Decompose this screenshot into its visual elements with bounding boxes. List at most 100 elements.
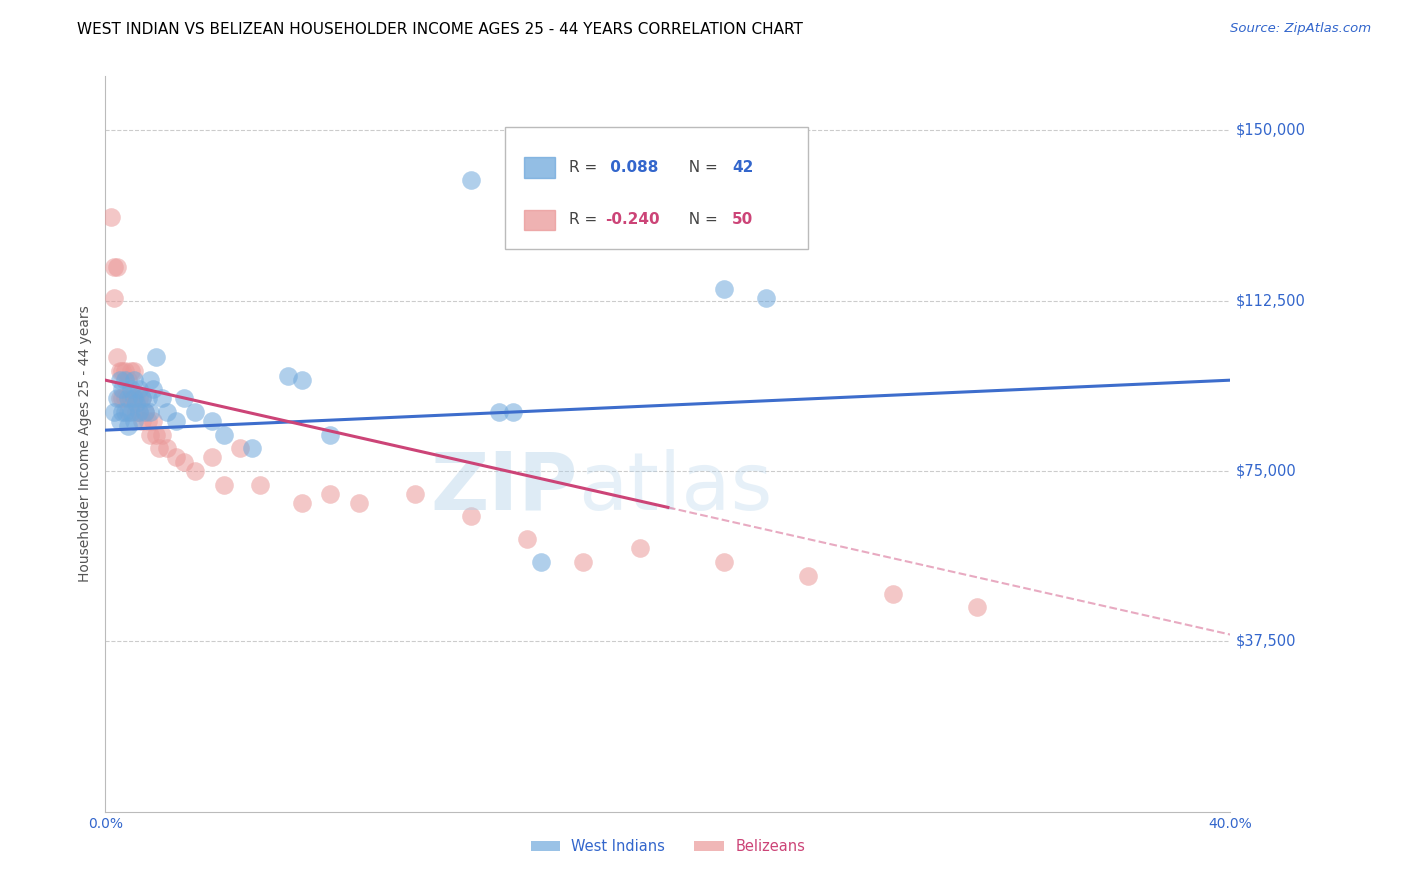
Point	[628, 541, 651, 556]
Point	[120, 364, 142, 378]
Text: WEST INDIAN VS BELIZEAN HOUSEHOLDER INCOME AGES 25 - 44 YEARS CORRELATION CHART: WEST INDIAN VS BELIZEAN HOUSEHOLDER INCO…	[77, 22, 803, 37]
Text: $150,000: $150,000	[1236, 123, 1306, 138]
Point	[125, 392, 148, 406]
Point	[111, 382, 134, 396]
Point	[136, 392, 159, 406]
Text: ZIP: ZIP	[430, 449, 578, 527]
Point	[117, 418, 139, 433]
Point	[114, 405, 136, 419]
Point	[145, 427, 167, 442]
Point	[156, 442, 179, 456]
Point	[117, 405, 139, 419]
Point	[128, 392, 150, 406]
Point	[111, 392, 134, 406]
Point	[882, 587, 904, 601]
Point	[142, 414, 165, 428]
Point	[713, 282, 735, 296]
Point	[139, 427, 162, 442]
Point	[122, 364, 145, 378]
Point	[108, 364, 131, 378]
Point	[103, 260, 125, 274]
Point	[530, 555, 553, 569]
Text: 50: 50	[733, 212, 754, 227]
Point	[291, 496, 314, 510]
Text: R =: R =	[569, 212, 602, 227]
Point	[139, 405, 162, 419]
Point	[122, 373, 145, 387]
Point	[134, 405, 156, 419]
Point	[516, 532, 538, 546]
Point	[134, 405, 156, 419]
Point	[156, 405, 179, 419]
Point	[120, 392, 142, 406]
Text: $75,000: $75,000	[1236, 464, 1296, 478]
Point	[120, 405, 142, 419]
Point	[108, 373, 131, 387]
Point	[117, 392, 139, 406]
Y-axis label: Householder Income Ages 25 - 44 years: Householder Income Ages 25 - 44 years	[79, 305, 93, 582]
Point	[105, 351, 128, 365]
Point	[201, 450, 224, 465]
Point	[125, 405, 148, 419]
Text: Source: ZipAtlas.com: Source: ZipAtlas.com	[1230, 22, 1371, 36]
Point	[797, 568, 820, 582]
Point	[319, 427, 342, 442]
Point	[291, 373, 314, 387]
Point	[148, 442, 170, 456]
Point	[122, 392, 145, 406]
Text: $112,500: $112,500	[1236, 293, 1306, 308]
Point	[249, 477, 271, 491]
Point	[105, 392, 128, 406]
Point	[319, 487, 342, 501]
Point	[125, 396, 148, 410]
Point	[111, 405, 134, 419]
Point	[173, 455, 195, 469]
Point	[713, 555, 735, 569]
Point	[150, 427, 173, 442]
Point	[572, 555, 595, 569]
Text: N =: N =	[679, 212, 723, 227]
Point	[184, 405, 207, 419]
Point	[277, 368, 299, 383]
Point	[108, 392, 131, 406]
Text: R =: R =	[569, 160, 602, 175]
Point	[240, 442, 263, 456]
Point	[139, 373, 162, 387]
Point	[105, 260, 128, 274]
Point	[103, 292, 125, 306]
Text: 42: 42	[733, 160, 754, 175]
Point	[128, 405, 150, 419]
Point	[136, 414, 159, 428]
Point	[212, 477, 235, 491]
Point	[114, 373, 136, 387]
Point	[103, 405, 125, 419]
Point	[120, 382, 142, 396]
Point	[165, 450, 187, 465]
Text: $37,500: $37,500	[1236, 634, 1296, 648]
Point	[966, 600, 988, 615]
Text: atlas: atlas	[578, 449, 772, 527]
Point	[131, 414, 153, 428]
Point	[145, 351, 167, 365]
FancyBboxPatch shape	[505, 128, 808, 249]
Point	[404, 487, 426, 501]
Point	[173, 392, 195, 406]
Point	[201, 414, 224, 428]
Point	[128, 382, 150, 396]
Point	[460, 173, 482, 187]
Point	[488, 405, 510, 419]
Point	[100, 210, 122, 224]
Point	[122, 392, 145, 406]
Point	[460, 509, 482, 524]
Text: N =: N =	[679, 160, 723, 175]
Point	[128, 405, 150, 419]
Bar	[524, 210, 555, 230]
Point	[212, 427, 235, 442]
Point	[114, 392, 136, 406]
Point	[131, 392, 153, 406]
Point	[229, 442, 252, 456]
Text: 0.088: 0.088	[605, 160, 658, 175]
Point	[184, 464, 207, 478]
Point	[165, 414, 187, 428]
Point	[150, 392, 173, 406]
